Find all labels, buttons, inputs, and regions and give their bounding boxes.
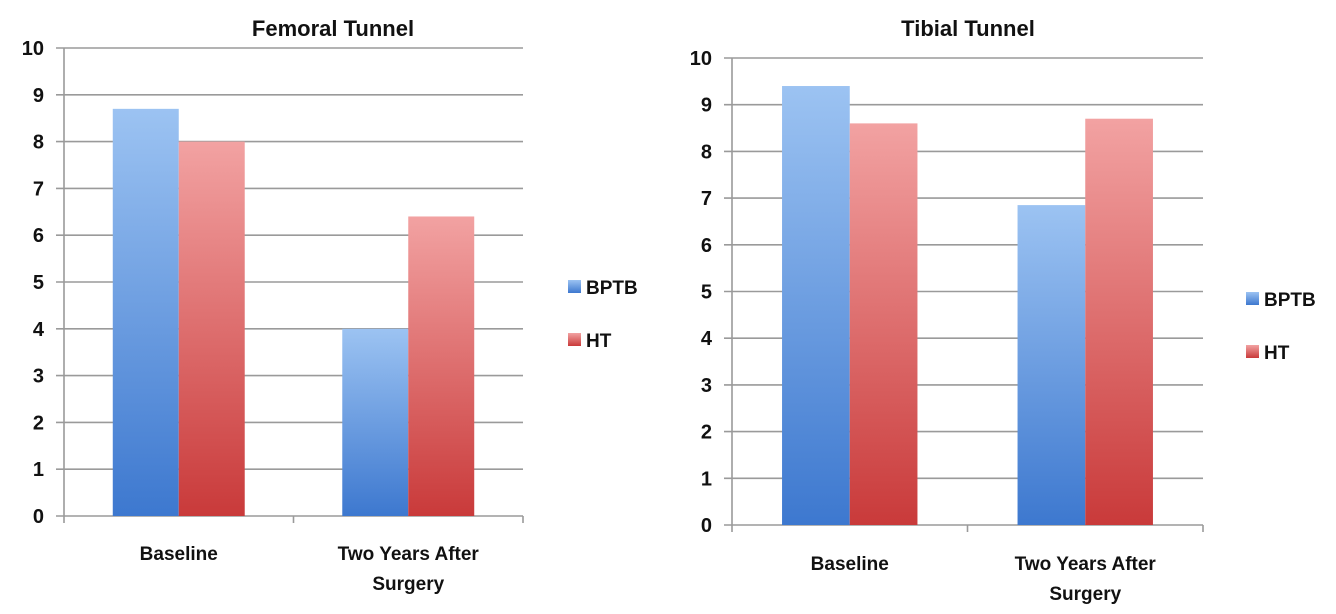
tibial-tunnel-chart: Tibial Tunnel 0 1 2 3 4 5 6 7 8 9 10 Baseline Two Y… xyxy=(690,16,1316,605)
legend-swatch-bptb xyxy=(1246,292,1259,305)
y-tick-label: 1 xyxy=(33,459,44,481)
x-category-labels: Baseline Two Years After Surgery xyxy=(811,554,1157,605)
bar-bptb-two-years xyxy=(342,328,409,516)
legend-swatch-ht xyxy=(1246,345,1259,358)
x-category-labels: Baseline Two Years After Surgery xyxy=(140,544,480,595)
bar-ht-two-years xyxy=(408,216,475,517)
bar-ht-baseline xyxy=(849,123,918,525)
y-tick-label: 9 xyxy=(701,95,712,117)
legend: BPTB HT xyxy=(1246,290,1316,364)
legend-label-ht: HT xyxy=(586,331,612,352)
y-tick-label: 7 xyxy=(701,188,712,210)
y-tick-label: 4 xyxy=(33,319,45,341)
legend-label-bptb: BPTB xyxy=(586,278,638,299)
y-tick-label: 2 xyxy=(33,412,44,434)
legend-swatch-bptb xyxy=(568,280,581,293)
y-tick-label: 0 xyxy=(33,506,44,528)
y-tick-label: 10 xyxy=(22,38,44,60)
femoral-tunnel-chart: Femoral Tunnel 0 1 2 3 4 5 6 7 8 9 10 Baseline Two … xyxy=(22,16,638,595)
legend: BPTB HT xyxy=(568,278,638,352)
legend-label-ht: HT xyxy=(1264,343,1290,364)
y-tick-labels: 0 1 2 3 4 5 6 7 8 9 10 xyxy=(690,48,713,537)
x-category-label: Two Years After Surgery xyxy=(338,544,480,595)
bars xyxy=(782,86,1153,526)
y-tick-label: 10 xyxy=(690,48,712,70)
bar-ht-two-years xyxy=(1085,118,1153,526)
y-tick-label: 3 xyxy=(701,375,712,397)
bar-bptb-two-years xyxy=(1017,205,1086,526)
x-category-label: Baseline xyxy=(811,554,889,575)
chart-title: Tibial Tunnel xyxy=(901,16,1035,41)
chart-title: Femoral Tunnel xyxy=(252,16,414,41)
bar-ht-baseline xyxy=(178,141,245,516)
x-category-label: Baseline xyxy=(140,544,218,565)
bar-bptb-baseline xyxy=(112,108,179,516)
y-tick-label: 8 xyxy=(701,141,712,163)
y-tick-label: 6 xyxy=(33,225,44,247)
y-tick-label: 9 xyxy=(33,85,44,107)
y-tick-label: 5 xyxy=(701,282,712,304)
bar-bptb-baseline xyxy=(782,86,850,526)
y-tick-labels: 0 1 2 3 4 5 6 7 8 9 10 xyxy=(22,38,45,528)
x-category-label: Two Years After Surgery xyxy=(1015,554,1157,605)
y-tick-label: 3 xyxy=(33,366,44,388)
y-tick-label: 5 xyxy=(33,272,44,294)
bars xyxy=(112,108,475,517)
legend-swatch-ht xyxy=(568,333,581,346)
y-tick-label: 0 xyxy=(701,515,712,537)
y-tick-label: 6 xyxy=(701,235,712,257)
y-tick-label: 8 xyxy=(33,132,44,154)
y-tick-label: 7 xyxy=(33,178,44,200)
y-tick-label: 1 xyxy=(701,468,712,490)
legend-label-bptb: BPTB xyxy=(1264,290,1316,311)
y-tick-label: 4 xyxy=(701,328,713,350)
y-tick-label: 2 xyxy=(701,422,712,444)
